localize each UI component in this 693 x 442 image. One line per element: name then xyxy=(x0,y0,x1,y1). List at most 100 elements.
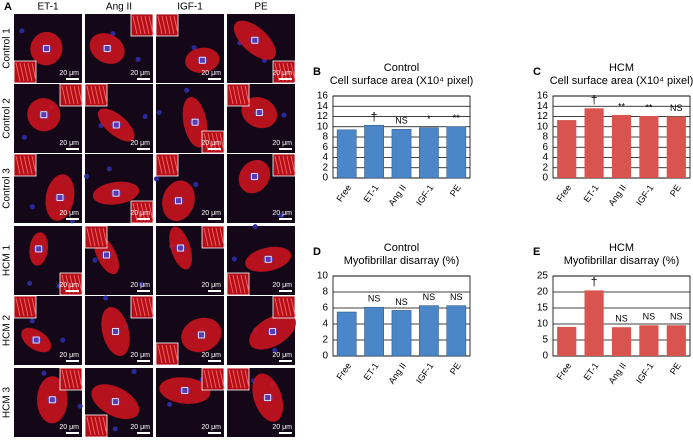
striation xyxy=(69,369,75,389)
nucleus-bg xyxy=(77,403,83,409)
bar xyxy=(639,115,659,178)
bar xyxy=(584,108,604,178)
striation xyxy=(136,15,142,35)
significance: NS xyxy=(423,292,436,302)
roi xyxy=(264,394,272,402)
striation xyxy=(148,202,154,222)
striation xyxy=(219,369,225,389)
roi xyxy=(48,396,56,404)
scale-bar-label: 20 μm xyxy=(272,282,292,289)
striation xyxy=(61,85,67,105)
striation xyxy=(65,85,71,105)
x-tick-label: ET-1 xyxy=(582,361,601,382)
nucleus xyxy=(33,244,44,253)
scale-bar-label: 20 μm xyxy=(59,210,79,217)
scale-bar-label: 20 μm xyxy=(59,282,79,289)
striation xyxy=(282,155,288,175)
scale-bar-label: 20 μm xyxy=(130,282,150,289)
striation xyxy=(98,85,104,105)
striation xyxy=(157,344,163,364)
striation xyxy=(15,297,21,317)
column-label: IGF-1 xyxy=(177,2,203,13)
striation xyxy=(278,155,284,175)
striation xyxy=(31,297,37,317)
y-tick-label: 14 xyxy=(537,101,549,112)
nucleus-bg xyxy=(103,295,109,301)
roi xyxy=(103,251,110,259)
striation xyxy=(102,416,108,436)
significance: ** xyxy=(645,102,653,112)
striation xyxy=(173,344,179,364)
row-label: Control 2 xyxy=(2,98,13,139)
striation xyxy=(23,155,29,175)
chart-title: HCM xyxy=(609,62,634,74)
striation xyxy=(240,85,246,105)
scale-bar-label: 20 μm xyxy=(201,352,221,359)
x-tick-label: IGF-1 xyxy=(634,183,655,208)
nucleus-bg xyxy=(29,204,35,210)
striation xyxy=(23,62,29,82)
bar xyxy=(446,126,467,179)
striation xyxy=(290,155,296,175)
striation xyxy=(73,369,79,389)
nucleus xyxy=(31,336,42,345)
striation xyxy=(215,227,221,247)
x-tick-label: ET-1 xyxy=(582,183,601,204)
nucleus-bg xyxy=(142,113,148,119)
chart-subtitle: Cell surface area (X10⁴ pixel) xyxy=(550,75,693,87)
bar xyxy=(557,326,577,356)
striation xyxy=(232,369,238,389)
x-tick-label: ET-1 xyxy=(362,361,381,382)
striation xyxy=(31,155,37,175)
chart-subtitle: Cell surface area (X10⁴ pixel) xyxy=(330,75,474,87)
roi xyxy=(112,328,119,335)
significance: NS xyxy=(615,314,628,324)
column-label: Ang II xyxy=(106,2,132,13)
striation xyxy=(219,132,225,152)
bar xyxy=(611,114,632,178)
nucleus xyxy=(175,244,186,253)
bar xyxy=(639,325,659,356)
striation xyxy=(282,297,288,317)
striation xyxy=(77,369,83,389)
striation xyxy=(236,85,242,105)
striation xyxy=(144,297,150,317)
nucleus xyxy=(110,397,121,406)
nucleus-bg xyxy=(193,181,199,187)
striation xyxy=(90,416,96,436)
striation xyxy=(73,85,79,105)
x-tick-label: ET-1 xyxy=(362,183,381,204)
striation xyxy=(77,274,83,294)
nucleus-bg xyxy=(29,318,35,324)
striation xyxy=(232,274,238,294)
striation xyxy=(102,227,108,247)
nucleus xyxy=(267,327,278,336)
y-tick-label: 10 xyxy=(537,121,549,132)
scale-bar-label: 20 μm xyxy=(130,424,150,431)
scale-bar-label: 20 μm xyxy=(130,140,150,147)
x-tick-label: IGF-1 xyxy=(414,183,435,208)
y-tick-label: 12 xyxy=(317,111,329,122)
y-tick-label: 8 xyxy=(322,132,328,143)
y-tick-label: 10 xyxy=(317,271,329,282)
roi xyxy=(251,173,258,181)
striation xyxy=(236,274,242,294)
striation xyxy=(86,227,92,247)
bar xyxy=(364,124,384,179)
striation xyxy=(219,227,225,247)
roi xyxy=(32,336,40,344)
y-tick-label: 20 xyxy=(537,287,549,298)
striation xyxy=(19,297,25,317)
x-tick-label: Ang II xyxy=(386,361,408,386)
panel-letter: D xyxy=(313,246,321,258)
striation xyxy=(19,155,25,175)
nucleus-bg xyxy=(184,87,190,93)
significance: ** xyxy=(618,101,626,111)
roi xyxy=(111,398,119,406)
x-tick-label: Free xyxy=(334,183,353,204)
nucleus-bg xyxy=(191,45,197,51)
scale-bar-label: 20 μm xyxy=(201,70,221,77)
striation xyxy=(215,369,221,389)
roi xyxy=(40,111,48,119)
striation xyxy=(157,155,163,175)
